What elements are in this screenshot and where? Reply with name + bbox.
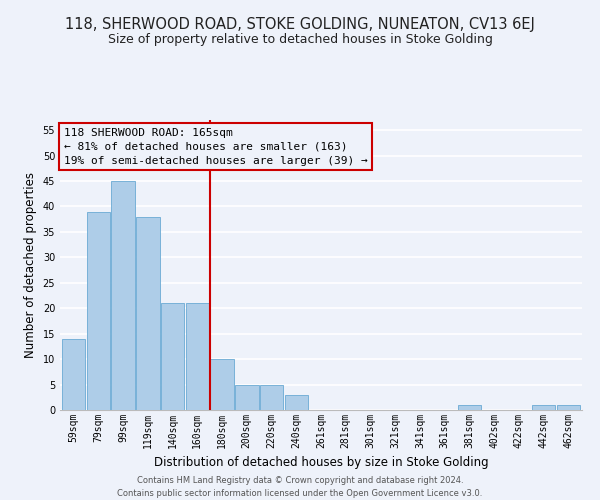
Y-axis label: Number of detached properties: Number of detached properties [24, 172, 37, 358]
Bar [458, 405, 481, 410]
Text: Contains HM Land Registry data © Crown copyright and database right 2024.
Contai: Contains HM Land Registry data © Crown c… [118, 476, 482, 498]
Bar [86, 212, 110, 410]
Bar [112, 181, 135, 410]
Bar [532, 405, 556, 410]
Text: 118, SHERWOOD ROAD, STOKE GOLDING, NUNEATON, CV13 6EJ: 118, SHERWOOD ROAD, STOKE GOLDING, NUNEA… [65, 18, 535, 32]
Bar [136, 216, 160, 410]
Bar [62, 339, 85, 410]
Bar [185, 303, 209, 410]
Bar [161, 303, 184, 410]
X-axis label: Distribution of detached houses by size in Stoke Golding: Distribution of detached houses by size … [154, 456, 488, 469]
Bar [284, 394, 308, 410]
Bar [557, 405, 580, 410]
Bar [260, 384, 283, 410]
Text: 118 SHERWOOD ROAD: 165sqm
← 81% of detached houses are smaller (163)
19% of semi: 118 SHERWOOD ROAD: 165sqm ← 81% of detac… [64, 128, 367, 166]
Bar [210, 359, 234, 410]
Text: Size of property relative to detached houses in Stoke Golding: Size of property relative to detached ho… [107, 32, 493, 46]
Bar [235, 384, 259, 410]
